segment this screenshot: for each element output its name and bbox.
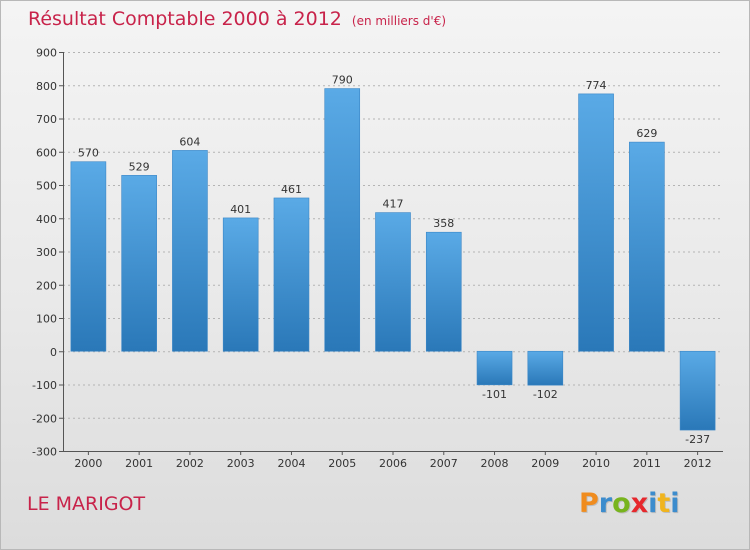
y-tick-label: 0: [50, 346, 57, 359]
logo-letter: i: [648, 488, 658, 519]
y-tick-label: 400: [36, 213, 57, 226]
x-tick-label: 2003: [227, 457, 255, 470]
commune-name: LE MARIGOT: [27, 493, 146, 515]
bar-2001: [121, 175, 157, 352]
logo-letter: t: [657, 488, 671, 519]
chart-title-text: Résultat Comptable 2000 à 2012: [28, 8, 342, 30]
x-tick-label: 2004: [277, 457, 305, 470]
bar-2005: [324, 88, 361, 352]
proxiti-logo: Proxiti: [579, 488, 680, 519]
data-label-2009: -102: [533, 388, 558, 401]
data-label-2000: 570: [78, 147, 99, 160]
x-tick-label: 2009: [531, 457, 559, 470]
bar-2012: [679, 350, 716, 431]
y-tick-label: 100: [36, 313, 57, 326]
y-tick-label: -300: [32, 446, 57, 459]
x-tick-label: 2012: [684, 457, 712, 470]
bar-2000: [70, 161, 107, 352]
bar-2003: [222, 217, 259, 352]
y-tick-label: 500: [36, 180, 57, 193]
x-tick-label: 2008: [481, 457, 509, 470]
logo-letter: P: [579, 488, 599, 519]
x-tick-label: 2007: [430, 457, 458, 470]
chart-subtitle: (en milliers d'€): [351, 14, 447, 28]
data-label-2005: 790: [332, 74, 353, 87]
data-label-2001: 529: [129, 160, 150, 173]
logo-letter: r: [598, 488, 613, 519]
x-tick-label: 2005: [328, 457, 356, 470]
data-label-2006: 417: [383, 198, 404, 211]
bar-2006: [375, 212, 411, 352]
data-label-2011: 629: [636, 127, 657, 140]
data-label-2010: 774: [586, 79, 607, 92]
y-tick-label: 200: [36, 279, 57, 292]
x-tick-label: 2000: [74, 457, 102, 470]
data-label-2003: 401: [230, 203, 251, 216]
x-tick-label: 2011: [633, 457, 661, 470]
data-label-2004: 461: [281, 183, 302, 196]
y-tick-label: 300: [36, 246, 57, 259]
x-tick-label: 2010: [582, 457, 610, 470]
y-tick-label: 700: [36, 113, 57, 126]
bar-2004: [273, 197, 310, 352]
chart-title: Résultat Comptable 2000 à 2012 (en millie…: [28, 8, 446, 30]
data-label-2002: 604: [179, 135, 200, 148]
x-tick-label: 2002: [176, 457, 204, 470]
y-tick-label: -100: [32, 379, 57, 392]
logo-letter: x: [630, 488, 649, 519]
bar-2010: [578, 93, 614, 352]
y-tick-label: 600: [36, 146, 57, 159]
logo-letter: i: [670, 488, 680, 519]
bar-2002: [172, 150, 208, 352]
data-label-2008: -101: [482, 388, 507, 401]
bar-2011: [629, 141, 665, 352]
data-label-2012: -237: [685, 433, 710, 446]
x-tick-label: 2006: [379, 457, 407, 470]
logo-letter: o: [612, 488, 631, 519]
x-tick-label: 2001: [125, 457, 153, 470]
y-tick-label: -200: [32, 412, 57, 425]
y-tick-label: 800: [36, 80, 57, 93]
bar-2008: [476, 350, 513, 386]
y-tick-label: 900: [36, 47, 57, 60]
bar-2007: [425, 231, 462, 352]
bar-2009: [527, 350, 564, 386]
data-label-2007: 358: [433, 217, 454, 230]
